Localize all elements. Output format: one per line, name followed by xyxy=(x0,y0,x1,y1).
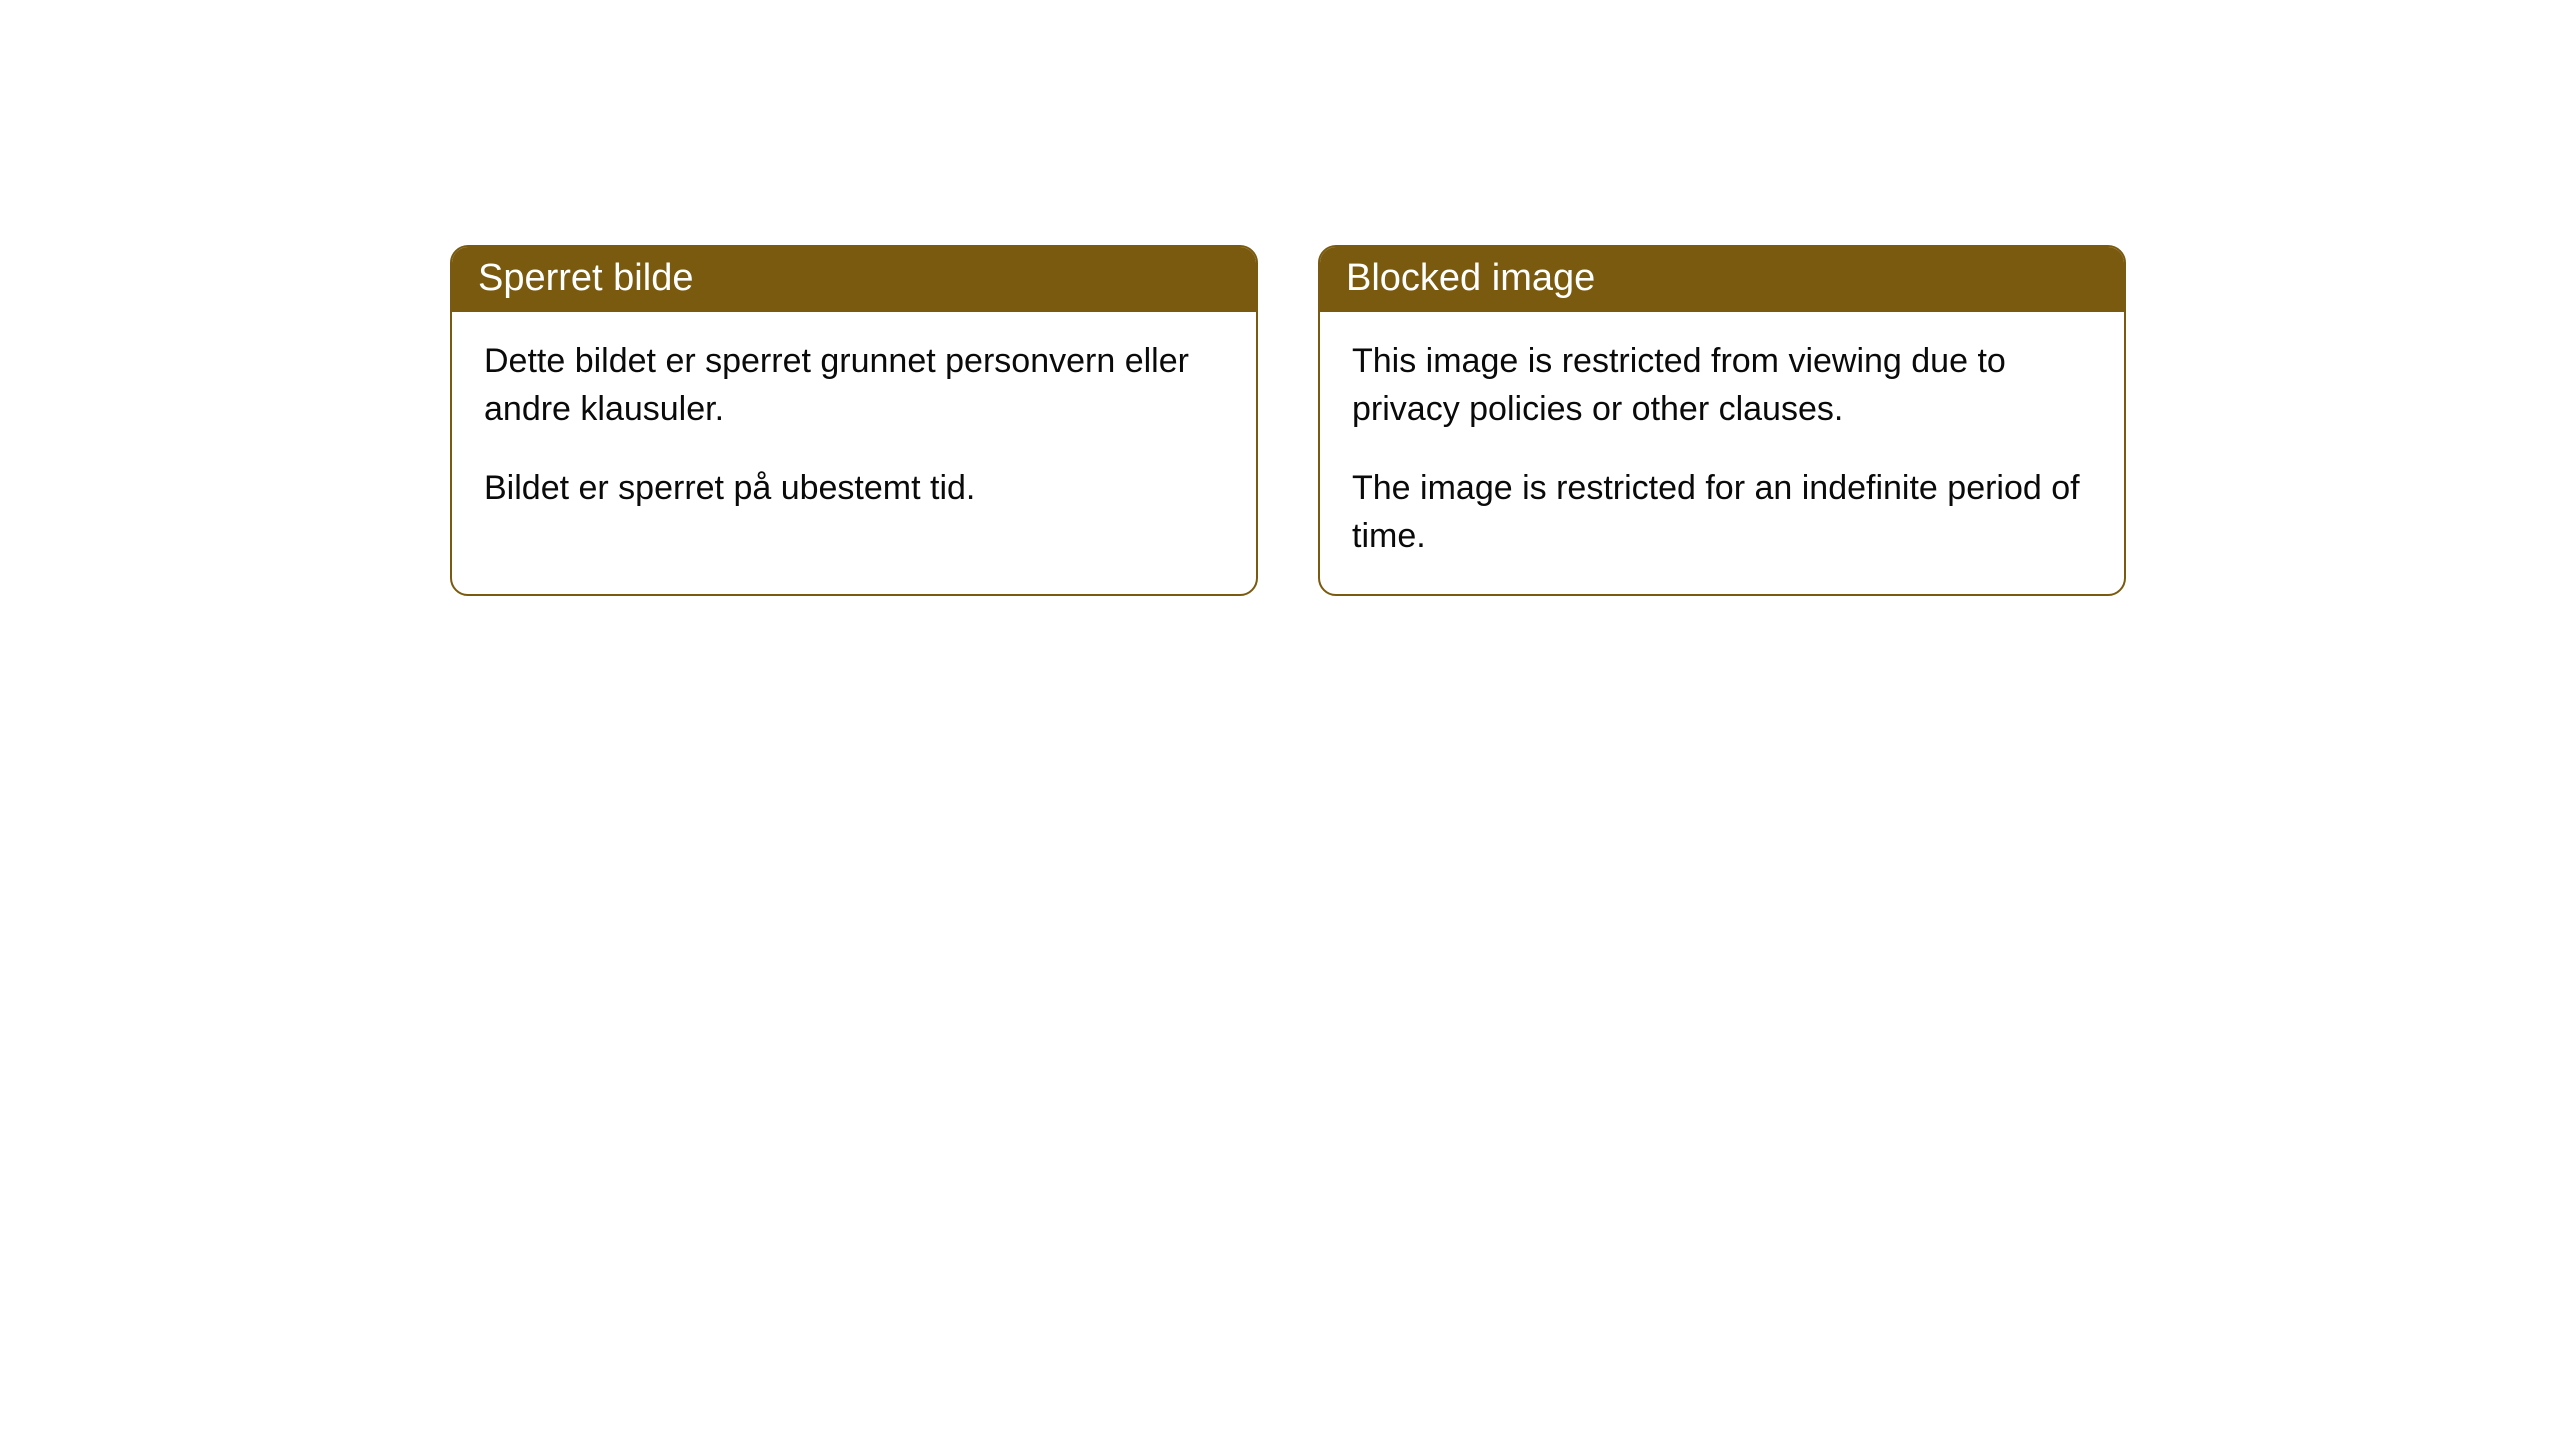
card-paragraph: The image is restricted for an indefinit… xyxy=(1352,465,2092,560)
blocked-image-card-english: Blocked image This image is restricted f… xyxy=(1318,245,2126,596)
card-body: Dette bildet er sperret grunnet personve… xyxy=(452,312,1256,547)
card-paragraph: Dette bildet er sperret grunnet personve… xyxy=(484,338,1224,433)
card-header: Sperret bilde xyxy=(452,247,1256,312)
card-header: Blocked image xyxy=(1320,247,2124,312)
card-paragraph: Bildet er sperret på ubestemt tid. xyxy=(484,465,1224,513)
card-body: This image is restricted from viewing du… xyxy=(1320,312,2124,594)
blocked-image-card-norwegian: Sperret bilde Dette bildet er sperret gr… xyxy=(450,245,1258,596)
card-paragraph: This image is restricted from viewing du… xyxy=(1352,338,2092,433)
notice-cards-container: Sperret bilde Dette bildet er sperret gr… xyxy=(0,0,2560,596)
